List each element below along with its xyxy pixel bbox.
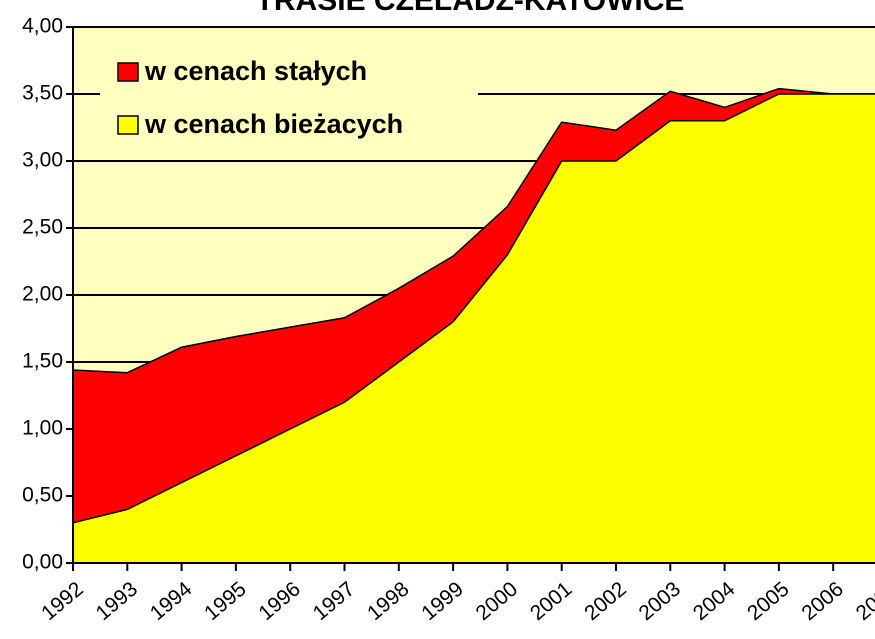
y-tick-label: 2,50 bbox=[22, 216, 63, 239]
x-tick-label: 2003 bbox=[635, 577, 686, 625]
x-tick-label: 2001 bbox=[526, 577, 577, 625]
legend-swatch bbox=[117, 62, 139, 82]
x-tick-label: 1996 bbox=[254, 577, 305, 625]
y-tick-label: 2,00 bbox=[22, 283, 63, 306]
x-tick-label: 2000 bbox=[472, 577, 523, 625]
y-tick-label: 1,50 bbox=[22, 350, 63, 373]
y-tick-label: 4,00 bbox=[22, 15, 63, 38]
legend-swatch bbox=[117, 115, 139, 135]
x-tick-label: 2004 bbox=[689, 577, 740, 625]
x-tick-label: 1995 bbox=[200, 577, 251, 625]
y-tick-label: 0,00 bbox=[22, 551, 63, 574]
x-tick-label: 1999 bbox=[417, 577, 468, 625]
x-tick-label: 1997 bbox=[309, 577, 360, 625]
area bbox=[72, 93, 875, 564]
x-tick-label: 2005 bbox=[743, 577, 794, 625]
y-tick-label: 3,00 bbox=[22, 149, 63, 172]
x-tick-label: 1994 bbox=[146, 577, 197, 625]
y-tick-label: 3,50 bbox=[22, 82, 63, 105]
legend-label: w cenach bieżacych bbox=[144, 109, 403, 139]
legend-label: w cenach stałych bbox=[144, 56, 367, 86]
x-tick-label: 2006 bbox=[797, 577, 848, 625]
x-tick-label: 2007 bbox=[852, 577, 875, 625]
x-tick-label: 1998 bbox=[363, 577, 414, 625]
x-tick-label: 1993 bbox=[92, 577, 143, 625]
y-tick-label: 0,50 bbox=[22, 484, 63, 507]
chart-title: TRASIE CZELADZ-KATOWICE bbox=[256, 0, 685, 17]
x-tick-label: 2002 bbox=[580, 577, 631, 625]
legend-box bbox=[100, 48, 478, 158]
x-tick-label: 1992 bbox=[37, 577, 88, 625]
y-tick-label: 1,00 bbox=[22, 417, 63, 440]
